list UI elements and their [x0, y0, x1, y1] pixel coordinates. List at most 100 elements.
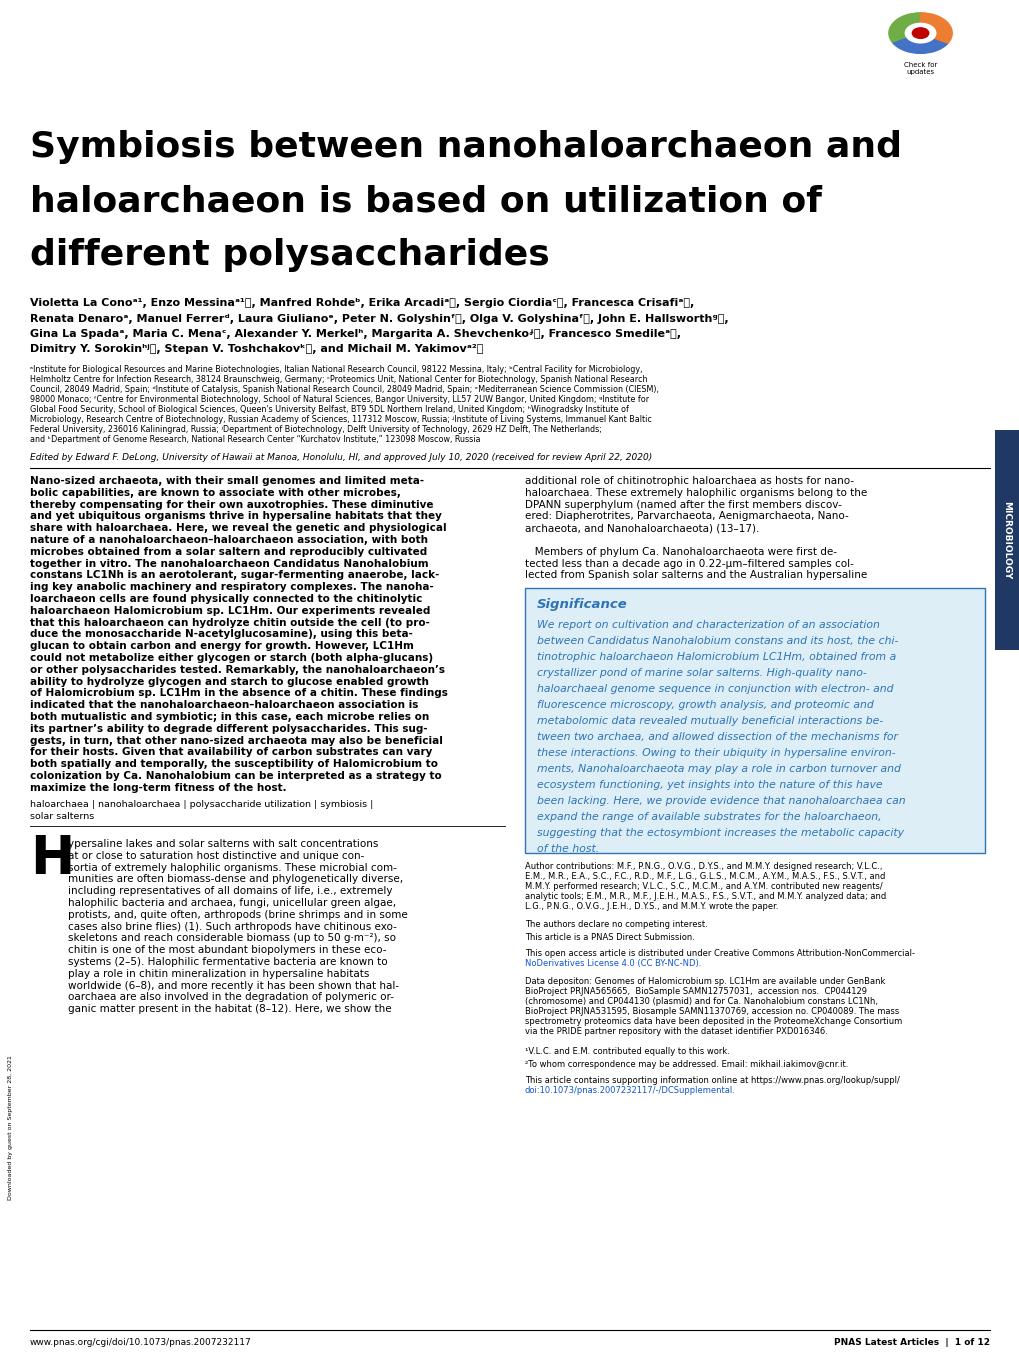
- Text: of Halomicrobium sp. LC1Hm in the absence of a chitin. These findings: of Halomicrobium sp. LC1Hm in the absenc…: [30, 688, 447, 699]
- Text: suggesting that the ectosymbiont increases the metabolic capacity: suggesting that the ectosymbiont increas…: [536, 829, 903, 838]
- Text: Author contributions: M.F., P.N.G., O.V.G., D.Y.S., and M.M.Y. designed research: Author contributions: M.F., P.N.G., O.V.…: [525, 863, 881, 871]
- Text: Global Food Security, School of Biological Sciences, Queen's University Belfast,: Global Food Security, School of Biologic…: [30, 405, 629, 414]
- Text: worldwide (6–8), and more recently it has been shown that hal-: worldwide (6–8), and more recently it ha…: [68, 980, 398, 991]
- Text: ¹V.L.C. and E.M. contributed equally to this work.: ¹V.L.C. and E.M. contributed equally to …: [525, 1047, 730, 1057]
- Text: Data depositon: Genomes of Halomicrobium sp. LC1Hm are available under GenBank: Data depositon: Genomes of Halomicrobium…: [525, 977, 884, 986]
- Text: constans LC1Nh is an aerotolerant, sugar-fermenting anaerobe, lack-: constans LC1Nh is an aerotolerant, sugar…: [30, 571, 439, 580]
- Text: munities are often biomass-dense and phylogenetically diverse,: munities are often biomass-dense and phy…: [68, 875, 403, 885]
- Text: could not metabolize either glycogen or starch (both alpha-glucans): could not metabolize either glycogen or …: [30, 652, 433, 663]
- Text: at or close to saturation host distinctive and unique con-: at or close to saturation host distincti…: [68, 850, 364, 861]
- Text: lected from Spanish solar salterns and the Australian hypersaline: lected from Spanish solar salterns and t…: [525, 571, 866, 580]
- Text: loarchaeon cells are found physically connected to the chitinolytic: loarchaeon cells are found physically co…: [30, 594, 422, 603]
- Text: nature of a nanohaloarchaeon–haloarchaeon association, with both: nature of a nanohaloarchaeon–haloarchaeo…: [30, 535, 428, 545]
- Text: ganic matter present in the habitat (8–12). Here, we show the: ganic matter present in the habitat (8–1…: [68, 1005, 391, 1014]
- Text: including representatives of all domains of life, i.e., extremely: including representatives of all domains…: [68, 886, 392, 897]
- Text: PNAS Latest Articles  |  1 of 12: PNAS Latest Articles | 1 of 12: [834, 1338, 989, 1347]
- Text: of the host.: of the host.: [536, 844, 599, 854]
- Text: spectrometry proteomics data have been deposited in the ProteomeXchange Consorti: spectrometry proteomics data have been d…: [525, 1017, 902, 1026]
- Text: L.G., P.N.G., O.V.G., J.E.H., D.Y.S., and M.M.Y. wrote the paper.: L.G., P.N.G., O.V.G., J.E.H., D.Y.S., an…: [525, 902, 777, 910]
- Text: or other polysaccharides tested. Remarkably, the nanohaloarchaeon’s: or other polysaccharides tested. Remarka…: [30, 665, 444, 674]
- Text: both mutualistic and symbiotic; in this case, each microbe relies on: both mutualistic and symbiotic; in this …: [30, 713, 429, 722]
- Text: been lacking. Here, we provide evidence that nanohaloarchaea can: been lacking. Here, we provide evidence …: [536, 796, 905, 805]
- Bar: [525, 588, 984, 853]
- Text: We report on cultivation and characterization of an association: We report on cultivation and characteriz…: [536, 620, 879, 631]
- Text: fluorescence microscopy, growth analysis, and proteomic and: fluorescence microscopy, growth analysis…: [536, 700, 873, 710]
- Text: ²To whom correspondence may be addressed. Email: mikhail.iakimov@cnr.it.: ²To whom correspondence may be addressed…: [525, 1061, 848, 1069]
- Text: tinotrophic haloarchaeon Halomicrobium LC1Hm, obtained from a: tinotrophic haloarchaeon Halomicrobium L…: [536, 652, 896, 662]
- Text: haloarchaea | nanohaloarchaea | polysaccharide utilization | symbiosis |: haloarchaea | nanohaloarchaea | polysacc…: [30, 800, 373, 809]
- Text: microbes obtained from a solar saltern and reproducibly cultivated: microbes obtained from a solar saltern a…: [30, 547, 427, 557]
- Text: bolic capabilities, are known to associate with other microbes,: bolic capabilities, are known to associa…: [30, 487, 400, 498]
- Text: Council, 28049 Madrid, Spain; ᵈInstitute of Catalysis, Spanish National Research: Council, 28049 Madrid, Spain; ᵈInstitute…: [30, 385, 658, 394]
- Text: Renata Denaroᵃ, Manuel Ferrerᵈ, Laura Giulianoᵉ, Peter N. GolyshinᶠⓄ, Olga V. Go: Renata Denaroᵃ, Manuel Ferrerᵈ, Laura Gi…: [30, 314, 728, 324]
- Text: Nano-sized archaeota, with their small genomes and limited meta-: Nano-sized archaeota, with their small g…: [30, 476, 424, 486]
- Text: sortia of extremely halophilic organisms. These microbial com-: sortia of extremely halophilic organisms…: [68, 863, 396, 872]
- Text: MICROBIOLOGY: MICROBIOLOGY: [1002, 501, 1011, 579]
- Text: doi:10.1073/pnas.2007232117/-/DCSupplemental.: doi:10.1073/pnas.2007232117/-/DCSuppleme…: [525, 1087, 735, 1095]
- Text: This open access article is distributed under Creative Commons Attribution-NonCo: This open access article is distributed …: [525, 949, 914, 958]
- Text: ability to hydrolyze glycogen and starch to glucose enabled growth: ability to hydrolyze glycogen and starch…: [30, 677, 428, 687]
- Text: together in vitro. The nanohaloarchaeon Candidatus Nanohalobium: together in vitro. The nanohaloarchaeon …: [30, 558, 428, 569]
- Text: ecosystem functioning, yet insights into the nature of this have: ecosystem functioning, yet insights into…: [536, 779, 881, 790]
- Text: expand the range of available substrates for the haloarchaeon,: expand the range of available substrates…: [536, 812, 880, 822]
- Wedge shape: [893, 33, 947, 53]
- Text: indicated that the nanohaloarchaeon–haloarchaeon association is: indicated that the nanohaloarchaeon–halo…: [30, 700, 418, 710]
- Text: both spatially and temporally, the susceptibility of Halomicrobium to: both spatially and temporally, the susce…: [30, 759, 437, 770]
- Text: chitin is one of the most abundant biopolymers in these eco-: chitin is one of the most abundant biopo…: [68, 945, 386, 955]
- Text: haloarchaea. These extremely halophilic organisms belong to the: haloarchaea. These extremely halophilic …: [525, 487, 866, 498]
- Text: Dimitry Y. SorokinʰʲⓄ, Stepan V. ToshchakovᵏⓄ, and Michail M. Yakimovᵃ²Ⓞ: Dimitry Y. SorokinʰʲⓄ, Stepan V. Toshcha…: [30, 344, 483, 355]
- Text: Members of phylum Ca. Nanohaloarchaeota were first de-: Members of phylum Ca. Nanohaloarchaeota …: [525, 547, 837, 557]
- Text: archaeota, and Nanohaloarchaeota) (13–17).: archaeota, and Nanohaloarchaeota) (13–17…: [525, 523, 758, 534]
- Text: This article contains supporting information online at https://www.pnas.org/look: This article contains supporting informa…: [525, 1076, 899, 1085]
- Text: 98000 Monaco; ᶠCentre for Environmental Biotechnology, School of Natural Science: 98000 Monaco; ᶠCentre for Environmental …: [30, 394, 648, 404]
- Text: play a role in chitin mineralization in hypersaline habitats: play a role in chitin mineralization in …: [68, 969, 369, 979]
- Text: Microbiology, Research Centre of Biotechnology, Russian Academy of Sciences, 117: Microbiology, Research Centre of Biotech…: [30, 415, 651, 425]
- Text: its partner’s ability to degrade different polysaccharides. This sug-: its partner’s ability to degrade differe…: [30, 723, 427, 734]
- Text: Downloaded by guest on September 28, 2021: Downloaded by guest on September 28, 202…: [8, 1055, 13, 1200]
- Text: Helmholtz Centre for Infection Research, 38124 Braunschweig, Germany; ᶜProteomic: Helmholtz Centre for Infection Research,…: [30, 375, 647, 384]
- Text: haloarchaeal genome sequence in conjunction with electron- and: haloarchaeal genome sequence in conjunct…: [536, 684, 893, 693]
- Text: M.M.Y. performed research; V.L.C., S.C., M.C.M., and A.Y.M. contributed new reag: M.M.Y. performed research; V.L.C., S.C.,…: [525, 882, 881, 891]
- Text: systems (2–5). Halophilic fermentative bacteria are known to: systems (2–5). Halophilic fermentative b…: [68, 957, 387, 966]
- Text: H: H: [30, 833, 74, 885]
- Text: (chromosome) and CP044130 (plasmid) and for Ca. Nanohalobium constans LC1Nh,: (chromosome) and CP044130 (plasmid) and …: [525, 996, 877, 1006]
- Text: Symbiosis between nanohaloarchaeon and: Symbiosis between nanohaloarchaeon and: [30, 130, 901, 164]
- Text: tween two archaea, and allowed dissection of the mechanisms for: tween two archaea, and allowed dissectio…: [536, 732, 897, 743]
- Text: different polysaccharides: different polysaccharides: [30, 238, 549, 272]
- Text: Violetta La Conoᵃ¹, Enzo Messinaᵃ¹Ⓞ, Manfred Rohdeᵇ, Erika ArcadiᵃⓄ, Sergio Cior: Violetta La Conoᵃ¹, Enzo Messinaᵃ¹Ⓞ, Man…: [30, 298, 694, 308]
- Text: and ᵏDepartment of Genome Research, National Research Center “Kurchatov Institut: and ᵏDepartment of Genome Research, Nati…: [30, 435, 480, 444]
- Text: halophilic bacteria and archaea, fungi, unicellular green algae,: halophilic bacteria and archaea, fungi, …: [68, 898, 395, 908]
- Text: ypersaline lakes and solar salterns with salt concentrations: ypersaline lakes and solar salterns with…: [68, 839, 378, 849]
- Text: BioProject PRJNA531595, Biosample SAMN11370769, accession no. CP040089. The mass: BioProject PRJNA531595, Biosample SAMN11…: [525, 1007, 899, 1016]
- Text: Federal University, 236016 Kaliningrad, Russia; ʲDepartment of Biotechnology, De: Federal University, 236016 Kaliningrad, …: [30, 425, 601, 434]
- Circle shape: [911, 27, 928, 38]
- Text: ments, Nanohaloarchaeota may play a role in carbon turnover and: ments, Nanohaloarchaeota may play a role…: [536, 764, 900, 774]
- Text: analytic tools; E.M., M.R., M.F., J.E.H., M.A.S., F.S., S.V.T., and M.M.Y. analy: analytic tools; E.M., M.R., M.F., J.E.H.…: [525, 891, 886, 901]
- Text: BioProject PRJNA565665,  BioSample SAMN12757031,  accession nos.  CP044129: BioProject PRJNA565665, BioSample SAMN12…: [525, 987, 866, 996]
- Wedge shape: [888, 12, 920, 44]
- Text: Gina La Spadaᵃ, Maria C. Menaᶜ, Alexander Y. Merkelʰ, Margarita A. ShevchenkoᶨⓄ,: Gina La Spadaᵃ, Maria C. Menaᶜ, Alexande…: [30, 329, 681, 339]
- Text: tected less than a decade ago in 0.22-μm–filtered samples col-: tected less than a decade ago in 0.22-μm…: [525, 558, 853, 569]
- Text: cases also brine flies) (1). Such arthropods have chitinous exo-: cases also brine flies) (1). Such arthro…: [68, 921, 396, 931]
- Text: The authors declare no competing interest.: The authors declare no competing interes…: [525, 920, 707, 930]
- Text: Check for
updates: Check for updates: [903, 61, 936, 75]
- Text: DPANN superphylum (named after the first members discov-: DPANN superphylum (named after the first…: [525, 500, 841, 509]
- Text: thereby compensating for their own auxotrophies. These diminutive: thereby compensating for their own auxot…: [30, 500, 433, 509]
- Text: maximize the long-term fitness of the host.: maximize the long-term fitness of the ho…: [30, 782, 286, 793]
- Text: Edited by Edward F. DeLong, University of Hawaii at Manoa, Honolulu, HI, and app: Edited by Edward F. DeLong, University o…: [30, 453, 651, 461]
- Text: Significance: Significance: [536, 598, 627, 612]
- Text: metabolomic data revealed mutually beneficial interactions be-: metabolomic data revealed mutually benef…: [536, 717, 882, 726]
- Text: crystallizer pond of marine solar salterns. High-quality nano-: crystallizer pond of marine solar salter…: [536, 667, 866, 678]
- Text: between Candidatus Nanohalobium constans and its host, the chi-: between Candidatus Nanohalobium constans…: [536, 636, 898, 646]
- Text: E.M., M.R., E.A., S.C., F.C., R.D., M.F., L.G., G.L.S., M.C.M., A.Y.M., M.A.S., : E.M., M.R., E.A., S.C., F.C., R.D., M.F.…: [525, 872, 884, 880]
- Text: glucan to obtain carbon and energy for growth. However, LC1Hm: glucan to obtain carbon and energy for g…: [30, 642, 414, 651]
- Text: www.pnas.org/cgi/doi/10.1073/pnas.2007232117: www.pnas.org/cgi/doi/10.1073/pnas.200723…: [30, 1338, 252, 1347]
- Text: solar salterns: solar salterns: [30, 812, 94, 820]
- Text: colonization by Ca. Nanohalobium can be interpreted as a strategy to: colonization by Ca. Nanohalobium can be …: [30, 771, 441, 781]
- Bar: [994, 430, 1019, 650]
- Text: haloarchaeon is based on utilization of: haloarchaeon is based on utilization of: [30, 184, 821, 218]
- Text: that this haloarchaeon can hydrolyze chitin outside the cell (to pro-: that this haloarchaeon can hydrolyze chi…: [30, 617, 429, 628]
- Text: these interactions. Owing to their ubiquity in hypersaline environ-: these interactions. Owing to their ubiqu…: [536, 748, 895, 758]
- Circle shape: [905, 23, 934, 42]
- Text: via the PRIDE partner repository with the dataset identifier PXD016346.: via the PRIDE partner repository with th…: [525, 1026, 827, 1036]
